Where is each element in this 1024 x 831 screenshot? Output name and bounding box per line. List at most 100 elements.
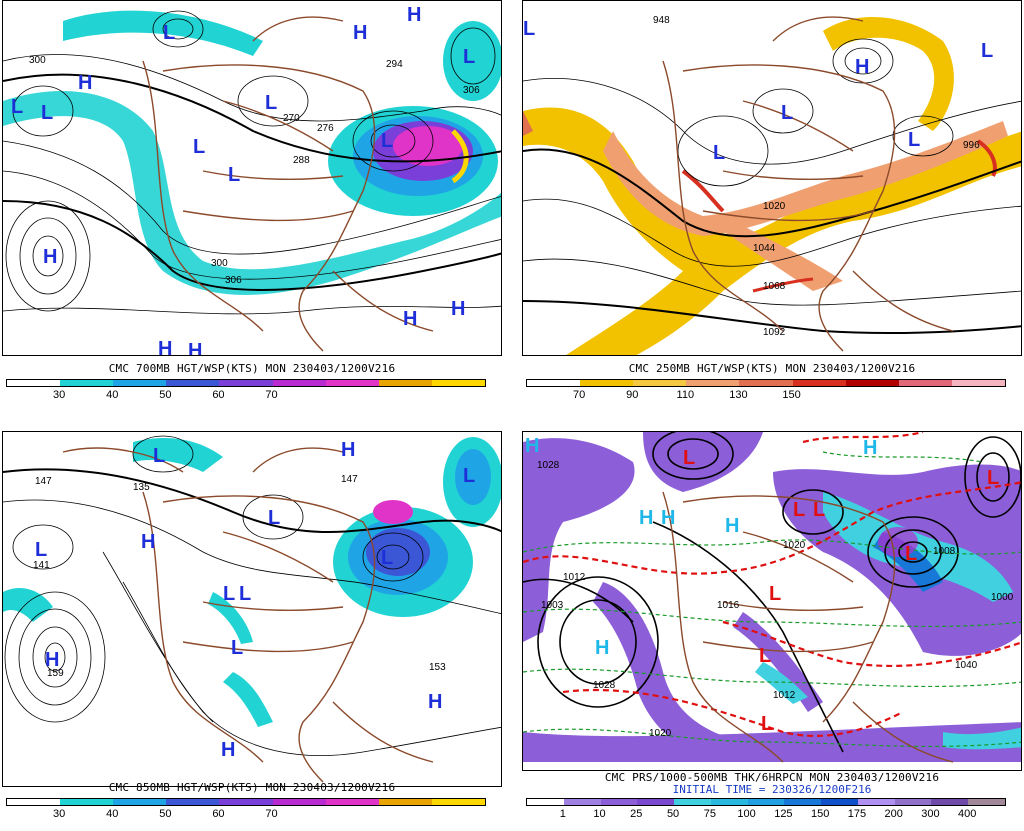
colorbar-tick-label: 50 bbox=[159, 808, 172, 820]
map-250mb: H L L L L L 948 1020 1044 1068 1092 996 bbox=[522, 0, 1022, 356]
colorbar-segment bbox=[325, 380, 379, 386]
svg-text:H: H bbox=[661, 507, 675, 529]
svg-text:L: L bbox=[35, 539, 47, 561]
contour-label: 270 bbox=[283, 113, 300, 124]
colorbar-segment bbox=[272, 799, 326, 805]
svg-text:L: L bbox=[239, 583, 251, 605]
colorbar-segment bbox=[686, 380, 740, 386]
panel-prs: H L H L L L H H H L L L H L 1028 1012 10… bbox=[522, 431, 1022, 831]
colorbar-250mb bbox=[526, 379, 1006, 387]
panel-700mb: L H H L L L L L L H H H H H L H 300 270 … bbox=[2, 0, 502, 403]
colorbar-segment bbox=[898, 380, 952, 386]
colorbar-segment bbox=[113, 380, 167, 386]
contour-label: 1020 bbox=[649, 728, 672, 739]
svg-text:L: L bbox=[268, 507, 280, 529]
contour-label: 1012 bbox=[773, 690, 796, 701]
colorbar-tick-label: 175 bbox=[847, 808, 867, 820]
colorbar-tick-label: 125 bbox=[774, 808, 793, 820]
colorbar-segment bbox=[325, 799, 379, 805]
panel-title: CMC 250MB HGT/WSP(KTS) MON 230403/1200V2… bbox=[628, 362, 916, 375]
colorbar-segment bbox=[60, 799, 114, 805]
colorbar-tick-label: 60 bbox=[212, 808, 225, 820]
svg-text:L: L bbox=[163, 22, 175, 44]
colorbar-tick-label: 1 bbox=[559, 808, 566, 820]
svg-text:H: H bbox=[639, 507, 653, 529]
contour-label: 948 bbox=[653, 15, 670, 26]
contour-label: 1068 bbox=[763, 281, 786, 292]
svg-text:H: H bbox=[451, 298, 465, 320]
svg-text:L: L bbox=[231, 637, 243, 659]
svg-text:L: L bbox=[908, 129, 920, 151]
panel-title: CMC 850MB HGT/WSP(KTS) MON 230403/1200V2… bbox=[108, 781, 396, 794]
svg-text:L: L bbox=[463, 465, 475, 487]
contour-label: 1020 bbox=[783, 540, 806, 551]
colorbar-segment bbox=[7, 799, 61, 805]
colorbar-ticks-850mb: 30 40 50 60 70 bbox=[6, 808, 484, 822]
svg-text:H: H bbox=[407, 4, 421, 26]
svg-text:L: L bbox=[905, 543, 917, 565]
colorbar-segment bbox=[710, 799, 748, 805]
colorbar-segment bbox=[580, 380, 634, 386]
colorbar-tick-label: 30 bbox=[52, 808, 66, 820]
contour-label: 147 bbox=[35, 476, 52, 487]
colorbar-tick-label: 50 bbox=[666, 808, 680, 820]
svg-text:L: L bbox=[228, 164, 240, 186]
colorbar-ticks-700mb: 30 40 50 60 70 bbox=[6, 389, 484, 403]
colorbar-prs bbox=[526, 798, 1006, 806]
contour-label: 1028 bbox=[593, 680, 616, 691]
svg-text:L: L bbox=[713, 142, 725, 164]
svg-text:H: H bbox=[595, 637, 609, 659]
colorbar-tick-label: 30 bbox=[52, 389, 66, 401]
colorbar-tick-label: 90 bbox=[626, 389, 639, 401]
colorbar-segment bbox=[166, 380, 220, 386]
panel-title: CMC 700MB HGT/WSP(KTS) MON 230403/1200V2… bbox=[108, 362, 396, 375]
svg-text:L: L bbox=[759, 645, 771, 667]
svg-text:H: H bbox=[863, 437, 877, 459]
colorbar-tick-label: 130 bbox=[729, 389, 748, 401]
svg-text:H: H bbox=[221, 739, 235, 761]
colorbar-tick-label: 25 bbox=[630, 808, 643, 820]
map-prs: H L H L L L H H H L L L H L 1028 1012 10… bbox=[522, 431, 1022, 771]
colorbar-tick-label: 100 bbox=[737, 808, 756, 820]
svg-text:H: H bbox=[188, 340, 202, 356]
panel-subtitle: INITIAL TIME = 230326/1200F216 bbox=[672, 783, 872, 796]
map-850mb-svg: L H L L H L L L L L H H H 147 141 159 15… bbox=[3, 435, 501, 783]
contour-label: 1020 bbox=[763, 201, 786, 212]
colorbar-segment bbox=[378, 799, 432, 805]
panel-850mb: L H L L H L L L L L H H H 147 141 159 15… bbox=[2, 431, 502, 831]
contour-label: 159 bbox=[47, 668, 64, 679]
svg-text:H: H bbox=[403, 308, 417, 330]
colorbar-segment bbox=[378, 380, 432, 386]
contour-label: 1012 bbox=[563, 572, 586, 583]
svg-text:H: H bbox=[78, 72, 92, 94]
colorbar-segment bbox=[272, 380, 326, 386]
svg-text:L: L bbox=[793, 499, 805, 521]
colorbar-tick-label: 110 bbox=[676, 389, 695, 401]
svg-text:H: H bbox=[725, 515, 739, 537]
svg-text:L: L bbox=[683, 447, 695, 469]
colorbar-segment bbox=[792, 380, 846, 386]
svg-text:L: L bbox=[769, 583, 781, 605]
svg-text:H: H bbox=[525, 435, 539, 457]
colorbar-tick-label: 70 bbox=[265, 389, 278, 401]
map-700mb-svg: L H H L L L L L L H H H H H L H 300 270 … bbox=[3, 4, 501, 356]
svg-text:L: L bbox=[265, 92, 277, 114]
contour-label: 276 bbox=[317, 123, 334, 134]
contour-label: 1016 bbox=[717, 600, 740, 611]
contour-label: 1040 bbox=[955, 660, 978, 671]
map-850mb: L H L L H L L L L L H H H 147 141 159 15… bbox=[2, 431, 502, 787]
svg-text:L: L bbox=[781, 102, 793, 124]
colorbar-segment bbox=[784, 799, 822, 805]
colorbar-segment bbox=[739, 380, 793, 386]
colorbar-segment bbox=[113, 799, 167, 805]
panel-250mb: H L L L L L 948 1020 1044 1068 1092 996 … bbox=[522, 0, 1022, 401]
colorbar-segment bbox=[219, 380, 273, 386]
svg-text:L: L bbox=[981, 40, 993, 62]
svg-text:H: H bbox=[158, 338, 172, 356]
colorbar-tick-label: 70 bbox=[265, 808, 278, 820]
colorbar-tick-label: 40 bbox=[106, 808, 119, 820]
colorbar-tick-label: 50 bbox=[159, 389, 172, 401]
svg-text:L: L bbox=[11, 96, 23, 118]
contour-label: 141 bbox=[33, 560, 50, 571]
svg-text:H: H bbox=[428, 691, 442, 713]
